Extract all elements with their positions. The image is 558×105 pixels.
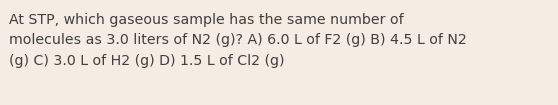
Text: At STP, which gaseous sample has the same number of
molecules as 3.0 liters of N: At STP, which gaseous sample has the sam…	[9, 13, 466, 68]
